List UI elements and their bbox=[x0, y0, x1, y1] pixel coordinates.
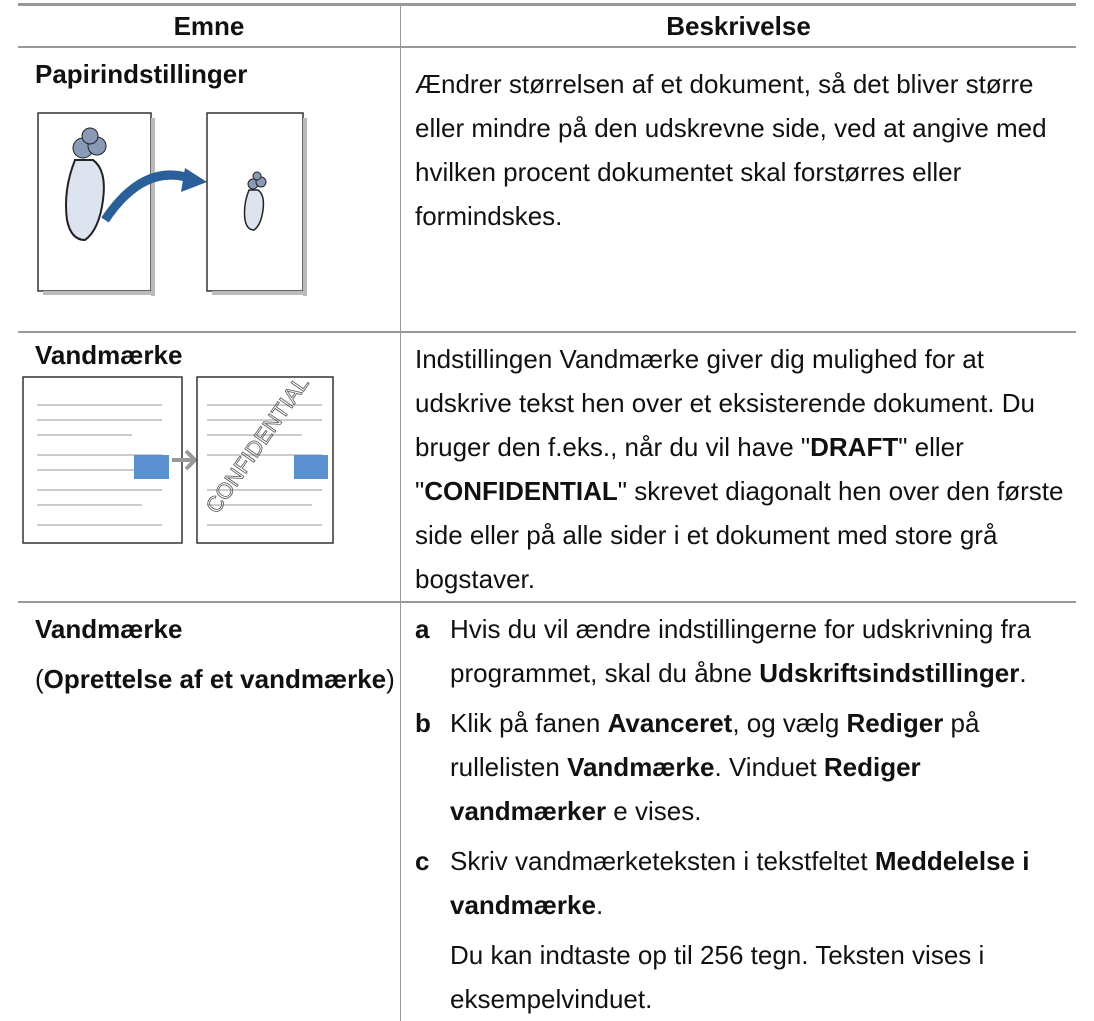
text: Klik på fanen bbox=[450, 708, 608, 738]
description-cell: Ændrer størrelsen af et dokument, så det… bbox=[400, 47, 1076, 333]
text: " skrevet diagonalt hen over den første … bbox=[415, 476, 1064, 594]
topic-cell: Vandmærke (Oprettelse af et vandmærke) bbox=[18, 602, 401, 1021]
header-cell: Emne bbox=[18, 3, 401, 48]
bold-text: Vandmærke bbox=[35, 340, 183, 370]
text: Du kan indtaste op til 256 tegn. Teksten… bbox=[450, 940, 985, 1014]
paragraph: Du kan indtaste op til 256 tegn. Teksten… bbox=[450, 933, 1068, 1021]
bold-text: DRAFT bbox=[810, 432, 899, 462]
text: Indstillingen Vandmærke giver dig muligh… bbox=[415, 344, 1035, 462]
text: ( bbox=[35, 664, 44, 694]
row: Vandmærke CONFIDENTIAL Indstillingen Van… bbox=[18, 332, 1076, 603]
text: Ændrer størrelsen af et dokument, så det… bbox=[415, 69, 1047, 231]
description-cell: a Hvis du vil ændre indstillingerne for u… bbox=[401, 602, 1077, 1021]
paragraph: Vandmærke bbox=[35, 333, 400, 377]
step-body: Skriv vandmærketeksten i tekstfeltet Med… bbox=[450, 839, 1068, 1021]
paragraph: Hvis du vil ændre indstillingerne for ud… bbox=[450, 607, 1068, 695]
bold-text: Oprettelse af et vandmærke bbox=[43, 664, 387, 694]
header-row: Emne Beskrivelse bbox=[18, 3, 1076, 48]
text: på rullelisten bbox=[450, 708, 980, 782]
paragraph: Ændrer størrelsen af et dokument, så det… bbox=[415, 62, 1068, 238]
paragraph: Klik på fanen Avanceret, og vælg Rediger… bbox=[450, 701, 1068, 833]
bold-text: Rediger bbox=[846, 708, 944, 738]
bold-text: Vandmærke bbox=[567, 752, 715, 782]
bold-text: Papirindstillinger bbox=[35, 59, 248, 89]
text: " eller " bbox=[415, 432, 964, 506]
step-marker: b bbox=[415, 708, 431, 738]
step-marker: a bbox=[415, 614, 430, 644]
text: . bbox=[1019, 658, 1027, 688]
row: Papirindstillinger Ændrer størrelsen af … bbox=[18, 47, 1076, 333]
step-body: Klik på fanen Avanceret, og vælg Rediger… bbox=[450, 701, 1068, 833]
paragraph: Vandmærke bbox=[35, 607, 400, 651]
page: Emne Beskrivelse Papirindstillinger Ændr… bbox=[18, 3, 1076, 1021]
description-cell: Indstillingen Vandmærke giver dig muligh… bbox=[400, 332, 1076, 603]
text: . Vinduet bbox=[714, 752, 824, 782]
text: Skriv vandmærketeksten i tekstfeltet bbox=[450, 846, 875, 876]
bold-text: CONFIDENTIAL bbox=[424, 476, 618, 506]
text: e vises. bbox=[606, 796, 702, 826]
step-body: Hvis du vil ændre indstillingerne for ud… bbox=[450, 607, 1068, 695]
topic-cell: Papirindstillinger bbox=[18, 47, 401, 333]
watermark-illustration: CONFIDENTIAL bbox=[22, 375, 334, 544]
bold-text: Rediger vandmærker bbox=[450, 752, 921, 826]
step: c Skriv vandmærketeksten i tekstfeltet Me… bbox=[415, 839, 1068, 1021]
topic-cell: Vandmærke CONFIDENTIAL bbox=[18, 332, 401, 603]
bold-text: Udskriftsindstillinger bbox=[759, 658, 1020, 688]
step: a Hvis du vil ændre indstillingerne for u… bbox=[415, 607, 1068, 695]
text: ) bbox=[386, 664, 395, 694]
paragraph: (Oprettelse af et vandmærke) bbox=[35, 657, 400, 701]
text: , og vælg bbox=[732, 708, 847, 738]
paragraph: Indstillingen Vandmærke giver dig muligh… bbox=[415, 337, 1068, 601]
step: b Klik på fanen Avanceret, og vælg Redige… bbox=[415, 701, 1068, 833]
bold-text: Meddelelse i vandmærke bbox=[450, 846, 1030, 920]
bold-text: Vandmærke bbox=[35, 614, 183, 644]
paragraph: Skriv vandmærketeksten i tekstfeltet Med… bbox=[450, 839, 1068, 927]
text: . bbox=[595, 890, 604, 920]
settings-table: Emne Beskrivelse Papirindstillinger Ændr… bbox=[18, 3, 1076, 1021]
scale-illustration bbox=[37, 112, 307, 296]
bold-text: Avanceret bbox=[607, 708, 733, 738]
paragraph: Papirindstillinger bbox=[35, 52, 400, 96]
step-marker: c bbox=[415, 846, 430, 876]
header-cell: Beskrivelse bbox=[400, 3, 1076, 48]
text: Hvis du vil ændre indstillingerne for ud… bbox=[450, 614, 1031, 688]
